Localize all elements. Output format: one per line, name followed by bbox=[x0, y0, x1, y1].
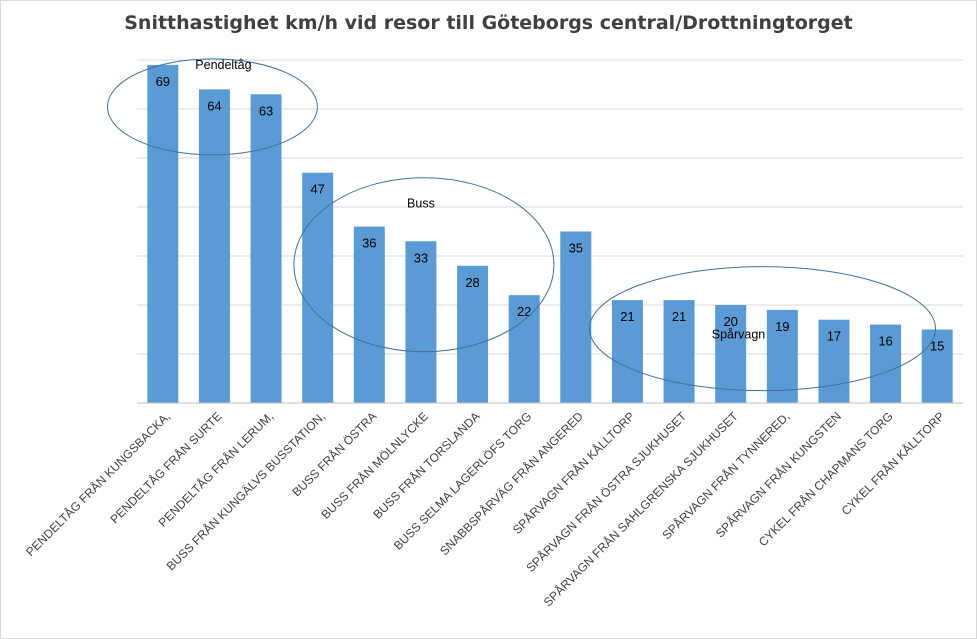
data-label: 19 bbox=[775, 319, 789, 334]
category-label: CYKEL FRÅN KÅLLTORP bbox=[838, 409, 947, 518]
bar bbox=[353, 226, 385, 403]
bar bbox=[147, 64, 179, 404]
bar bbox=[250, 94, 282, 404]
data-label: 36 bbox=[362, 236, 376, 251]
group-label: Pendeltåg bbox=[195, 58, 251, 72]
category-label: SPÅRVAGN FRÅN SAHLGRENSKA SJUKHUSET bbox=[540, 408, 741, 609]
group-ellipse bbox=[293, 177, 555, 353]
bar bbox=[663, 300, 695, 403]
category-labels: PENDELTÅG FRÅN KUNGSBACKA,PENDELTÅG FRÅN… bbox=[22, 408, 947, 609]
bar bbox=[870, 324, 902, 403]
bar bbox=[405, 241, 437, 403]
group-ellipse bbox=[106, 58, 318, 156]
bar bbox=[715, 305, 747, 403]
group-ellipse bbox=[589, 266, 936, 392]
bar bbox=[457, 265, 489, 403]
data-label: 28 bbox=[465, 275, 479, 290]
data-label: 16 bbox=[878, 334, 892, 349]
bar bbox=[560, 231, 592, 403]
group-label: Buss bbox=[407, 197, 435, 211]
category-label: BUSS FRÅN TORSLANDA bbox=[370, 409, 483, 522]
group-annotations: Pendeltåg Buss Spårvagn bbox=[106, 58, 936, 392]
bar bbox=[818, 319, 850, 403]
bar bbox=[198, 89, 230, 404]
data-label: 63 bbox=[259, 103, 273, 118]
bars bbox=[147, 64, 953, 404]
category-label: BUSS FRÅN ÖSTRA bbox=[289, 409, 380, 500]
bar bbox=[508, 295, 540, 403]
data-label: 69 bbox=[156, 74, 170, 89]
data-label: 15 bbox=[930, 339, 944, 354]
data-label: 21 bbox=[620, 309, 634, 324]
group-label: Spårvagn bbox=[712, 328, 766, 342]
data-label: 20 bbox=[723, 314, 737, 329]
data-labels: 69 64 63 47 36 33 28 22 35 21 21 20 19 17 16 15 bbox=[156, 74, 945, 354]
bar bbox=[766, 309, 798, 403]
data-label: 17 bbox=[827, 329, 841, 344]
data-label: 21 bbox=[672, 309, 686, 324]
data-label: 22 bbox=[517, 304, 531, 319]
data-label: 35 bbox=[569, 241, 583, 256]
bar bbox=[921, 329, 953, 403]
data-label: 33 bbox=[414, 250, 428, 265]
category-label: BUSS FRÅN MÖLNLYCKE bbox=[318, 409, 431, 522]
bar bbox=[611, 300, 643, 403]
data-label: 64 bbox=[207, 98, 221, 113]
data-label: 47 bbox=[310, 182, 324, 197]
bar bbox=[302, 172, 334, 403]
chart-title: Snitthastighet km/h vid resor till Göteb… bbox=[124, 12, 853, 34]
